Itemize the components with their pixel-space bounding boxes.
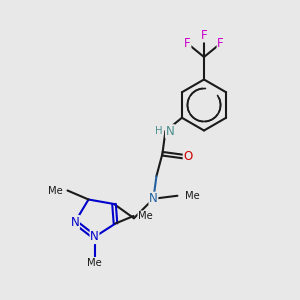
Text: F: F (217, 37, 224, 50)
Text: Me: Me (48, 185, 63, 196)
Text: N: N (70, 215, 80, 229)
Text: Me: Me (185, 191, 200, 201)
Text: N: N (166, 125, 174, 138)
Text: Me: Me (87, 257, 102, 268)
Text: F: F (201, 29, 207, 42)
Text: N: N (149, 192, 158, 205)
Text: H: H (155, 126, 162, 136)
Text: N: N (90, 230, 99, 244)
Text: O: O (183, 150, 193, 163)
Text: F: F (184, 37, 191, 50)
Text: Me: Me (138, 211, 153, 221)
